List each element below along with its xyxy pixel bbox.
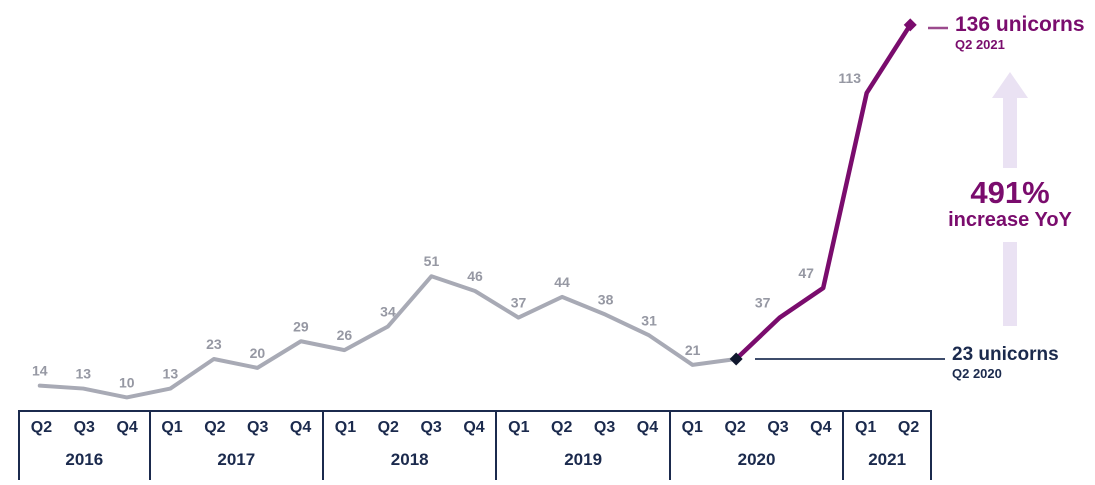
series-surge-line [733,22,913,362]
quarter-row: Q1 Q2 Q3 Q4 [671,412,842,444]
point-label: 31 [641,312,657,328]
year-label: 2018 [390,450,429,469]
quarter-label: Q4 [116,419,138,436]
baseline-annotation-period: Q2 2020 [952,366,1002,381]
quarter-label: Q3 [593,419,616,436]
year-group-2016: Q2 Q3 Q4 2016 [20,412,149,480]
year-label: 2020 [737,450,776,469]
point-label: 13 [75,366,91,382]
peak-annotation-period: Q2 2021 [955,37,1005,52]
year-group-2021: Q1 Q2 2021 [842,412,930,480]
quarter-label: Q2 [551,419,573,436]
quarter-label: Q1 [161,419,183,436]
year-group-2019: Q1 Q2 Q3 Q4 2019 [495,412,668,480]
baseline-annotation: 23 unicorns Q2 2020 [952,344,1059,382]
quarter-label: Q1 [681,419,703,436]
point-label: 29 [293,318,309,334]
point-label: 13 [163,366,179,382]
point-label: 38 [598,292,614,308]
point-label: 21 [685,342,701,358]
peak-diamond-marker [903,18,917,32]
point-label: 14 [32,363,48,379]
peak-annotation-value: 136 unicorns [955,13,1085,36]
growth-percentage: 491% [970,175,1050,210]
point-label: 10 [119,374,135,390]
series-pre-surge-line [37,274,739,400]
point-label: 46 [467,268,483,284]
baseline-annotation-value: 23 unicorns [952,344,1059,365]
quarter-label: Q4 [810,419,832,436]
year-group-2018: Q1 Q2 Q3 Q4 2018 [322,412,495,480]
quarter-label: Q3 [420,419,442,436]
year-label: 2019 [564,450,603,469]
x-axis: Q2 Q3 Q4 2016 Q1 Q2 Q3 Q4 2017 Q1 Q2 Q3 Q4 2018 Q1 Q2 Q3… [18,410,932,480]
quarter-label: Q3 [767,419,789,436]
point-label: 37 [511,295,527,311]
quarter-label: Q4 [636,419,659,436]
point-label: 44 [554,274,570,290]
quarter-label: Q2 [204,419,226,436]
quarter-label: Q1 [334,419,357,436]
year-label: 2021 [868,450,907,469]
quarter-label: Q2 [724,419,746,436]
point-label: 47 [798,265,814,281]
point-label: 113 [838,70,861,86]
quarter-label: Q4 [289,419,312,436]
year-label: 2017 [217,450,256,469]
quarter-label: Q4 [463,419,485,436]
quarter-label: Q2 [377,419,399,436]
quarter-label: Q2 [30,419,53,436]
quarter-label: Q1 [855,419,877,436]
quarter-row: Q1 Q2 Q3 Q4 [497,412,668,444]
growth-caption: increase YoY [948,209,1072,231]
point-label: 20 [250,345,266,361]
quarter-label: Q1 [508,419,530,436]
quarter-row: Q1 Q2 Q3 Q4 [324,412,495,444]
quarter-label: Q3 [73,419,95,436]
peak-annotation: 136 unicorns Q2 2021 [955,13,1085,52]
quarter-row: Q2 Q3 Q4 [20,412,149,444]
point-label: 34 [380,303,396,319]
quarter-label: Q3 [247,419,269,436]
point-label: 37 [755,295,771,311]
year-label: 2016 [65,450,104,469]
point-label: 51 [424,253,440,269]
quarter-label: Q2 [897,419,920,436]
year-group-2020: Q1 Q2 Q3 Q4 2020 [668,412,842,480]
point-label: 23 [206,336,222,352]
quarter-row: Q1 Q2 Q3 Q4 [151,412,322,444]
growth-annotation: 491% increase YoY [933,168,1087,242]
year-group-2017: Q1 Q2 Q3 Q4 2017 [148,412,322,480]
quarter-row: Q1 Q2 [844,412,930,444]
baseline-diamond-marker [729,352,743,366]
point-label: 26 [337,327,353,343]
